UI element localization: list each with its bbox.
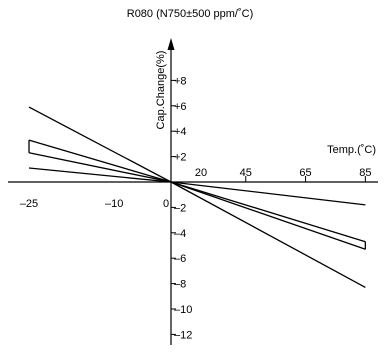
y-tick-label: +8 bbox=[174, 75, 187, 87]
series-line-1 bbox=[28, 106, 366, 288]
y-tick-label: –10 bbox=[174, 304, 192, 316]
x-tick-label: 45 bbox=[240, 167, 252, 179]
ticks-layer: +8 +6 +4 +2 –2 –4 –6 –8 –10 –12 –25 –10 0 20 45 65 85 bbox=[20, 75, 372, 341]
y-tick-label: –6 bbox=[174, 253, 186, 265]
y-tick-label: +4 bbox=[174, 126, 187, 138]
x-axis-label: Temp.(˚C) bbox=[327, 144, 376, 156]
y-axis-label: Cap.Change(%) bbox=[155, 51, 167, 130]
y-tick-label: –4 bbox=[174, 228, 186, 240]
y-tick-label: +2 bbox=[174, 152, 187, 164]
x-tick-label: 65 bbox=[299, 167, 311, 179]
y-tick-label: –2 bbox=[174, 202, 186, 214]
x-tick-label: 85 bbox=[359, 167, 371, 179]
chart-title: R080 (N750±500 ppm/˚C) bbox=[127, 8, 253, 20]
x-tick-label: –10 bbox=[105, 198, 123, 210]
x-tick-label: –25 bbox=[20, 198, 38, 210]
x-tick-label: 0 bbox=[163, 198, 169, 210]
series-line-4 bbox=[28, 167, 366, 206]
y-tick-label: –8 bbox=[174, 279, 186, 291]
series-layer bbox=[28, 106, 367, 288]
y-tick-label: +6 bbox=[174, 101, 187, 113]
x-tick-label: 20 bbox=[195, 167, 207, 179]
y-tick-label: –12 bbox=[174, 329, 192, 341]
y-axis-arrow bbox=[167, 38, 175, 50]
